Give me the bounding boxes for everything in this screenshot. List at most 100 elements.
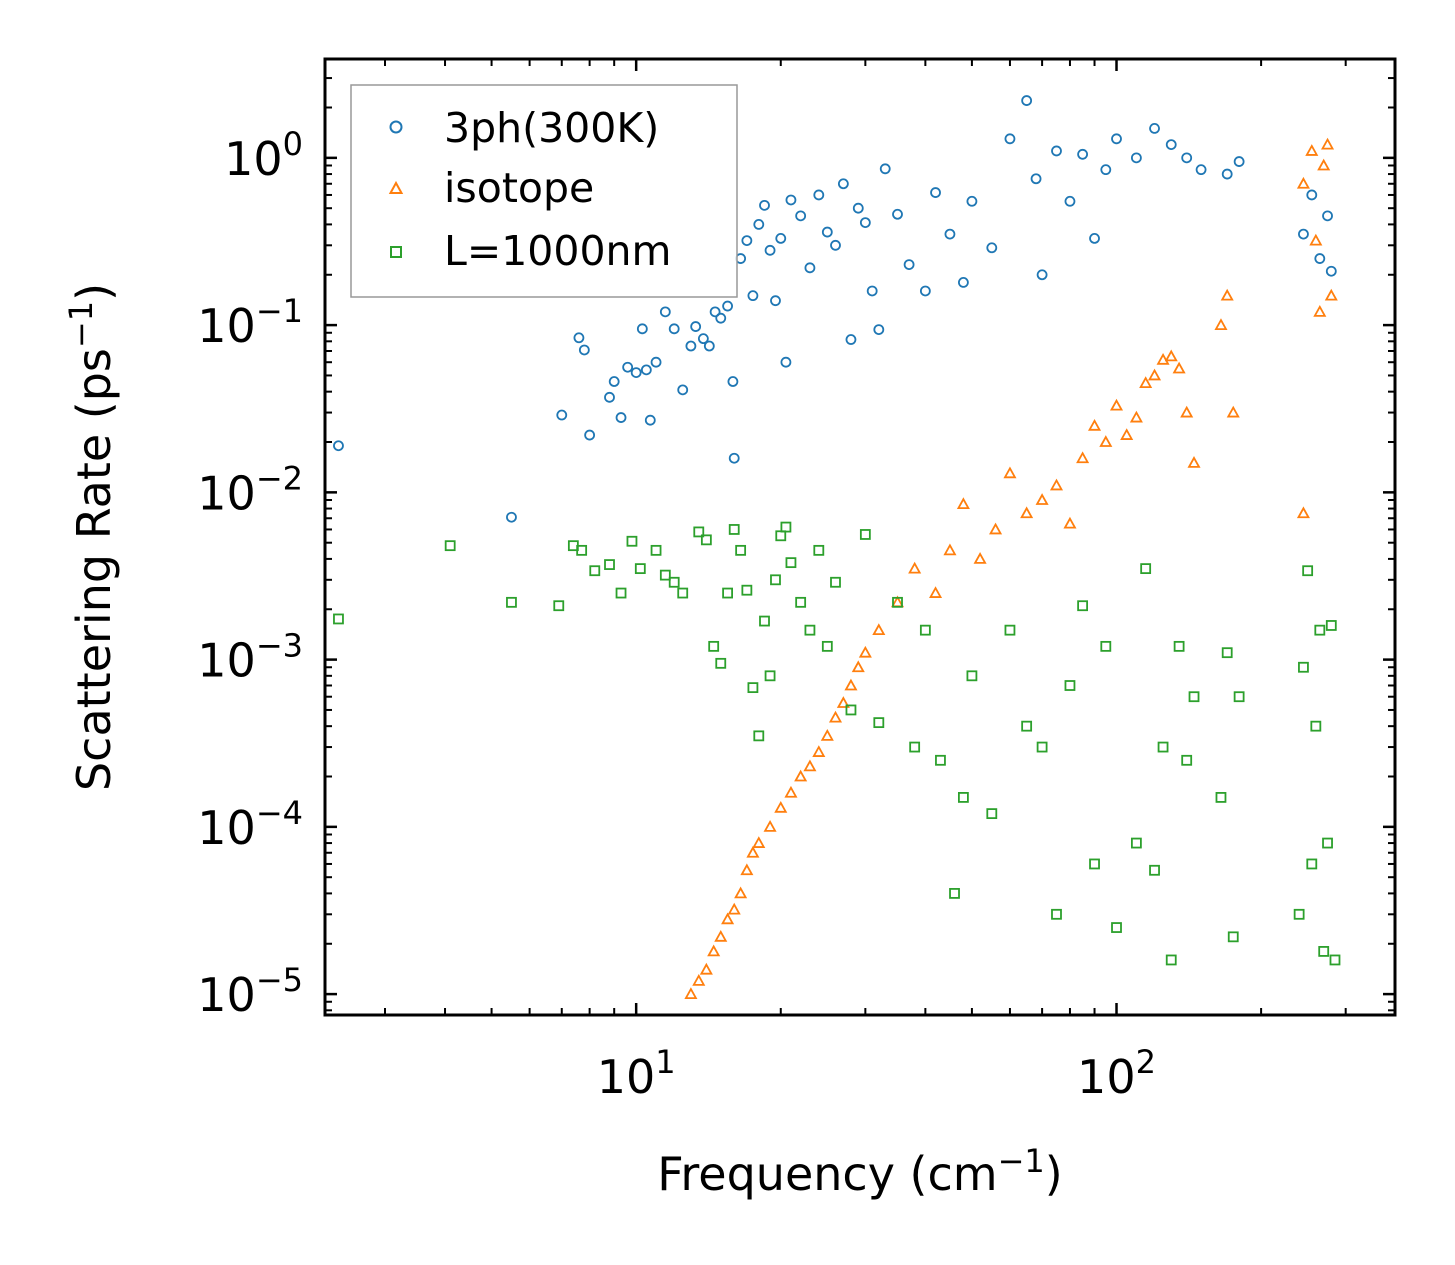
data-point <box>957 277 969 288</box>
data-point <box>873 717 885 729</box>
data-point <box>1111 922 1122 933</box>
data-point <box>1109 398 1124 411</box>
data-point <box>677 384 689 396</box>
data-point <box>1051 908 1062 920</box>
plot-frame <box>323 57 1397 1017</box>
data-point <box>775 232 787 244</box>
data-point <box>1310 720 1322 732</box>
data-point <box>1188 691 1200 703</box>
series-0 <box>333 95 1337 523</box>
data-point <box>735 544 747 556</box>
data-point <box>837 178 849 190</box>
data-point <box>812 745 826 757</box>
data-point <box>573 332 585 344</box>
x-tick-label: 102 <box>1077 1043 1156 1104</box>
data-point <box>785 194 797 206</box>
data-point <box>1314 624 1326 636</box>
data-point <box>1298 228 1309 240</box>
data-point <box>930 187 941 198</box>
data-point <box>1088 418 1102 431</box>
data-point <box>1214 318 1228 331</box>
y-tick-label: 10−5 <box>197 961 303 1022</box>
y-tick-label: 10−3 <box>197 627 303 688</box>
data-point <box>622 361 634 373</box>
data-point <box>1220 288 1234 301</box>
data-point <box>1325 265 1337 277</box>
data-point <box>1036 269 1048 281</box>
data-point <box>709 306 721 318</box>
data-point <box>966 195 978 207</box>
data-point <box>1324 288 1338 301</box>
data-point <box>1099 435 1113 447</box>
data-point <box>1309 233 1323 246</box>
data-point <box>1021 720 1033 732</box>
data-point <box>828 710 843 723</box>
data-point <box>1302 565 1314 577</box>
data-point <box>986 808 998 820</box>
data-point <box>892 596 903 608</box>
data-point <box>873 324 885 335</box>
data-point <box>668 576 680 588</box>
data-point <box>1321 137 1335 150</box>
data-point <box>1100 164 1112 176</box>
data-point <box>333 613 344 625</box>
data-point <box>1317 158 1331 171</box>
data-point <box>1089 232 1100 244</box>
data-point <box>780 356 792 368</box>
data-point <box>821 640 833 652</box>
data-point <box>803 759 817 772</box>
data-point <box>795 596 807 608</box>
data-point <box>692 974 706 986</box>
data-point <box>759 199 770 211</box>
data-point <box>764 244 776 256</box>
data-point <box>1195 164 1207 176</box>
data-point <box>1325 620 1337 631</box>
data-point <box>604 559 615 570</box>
data-point <box>1064 195 1076 207</box>
data-point <box>615 587 627 599</box>
data-point <box>1021 95 1033 106</box>
legend-marker-isotope <box>388 180 404 194</box>
data-point <box>693 526 705 538</box>
data-point <box>830 576 841 588</box>
data-point <box>1226 405 1240 418</box>
data-point <box>909 741 921 753</box>
data-point <box>699 962 713 975</box>
data-point <box>1165 954 1177 966</box>
x-tick-label: 101 <box>597 1043 676 1104</box>
data-point <box>852 202 864 214</box>
data-point <box>721 912 735 925</box>
data-point <box>966 670 978 682</box>
data-point <box>1318 946 1330 957</box>
data-point <box>795 210 807 222</box>
data-point <box>1130 837 1142 849</box>
data-point <box>636 323 648 335</box>
data-point <box>668 323 680 335</box>
data-point <box>584 429 596 441</box>
data-point <box>943 543 957 556</box>
data-point <box>1035 493 1049 505</box>
data-point <box>1077 148 1089 160</box>
data-point <box>949 888 960 899</box>
data-point <box>859 217 871 229</box>
data-point <box>734 886 748 899</box>
data-point <box>722 300 733 312</box>
data-point <box>1100 640 1112 652</box>
data-point <box>444 540 456 552</box>
data-point <box>747 682 759 694</box>
data-point <box>1180 405 1194 418</box>
y-axis-title-exponent: −1 <box>62 301 100 348</box>
data-point <box>741 235 753 247</box>
data-point <box>728 452 740 464</box>
data-point <box>1305 144 1319 156</box>
data-point <box>935 754 946 766</box>
data-point <box>845 704 857 716</box>
data-point <box>830 239 841 251</box>
data-point <box>903 259 915 271</box>
data-point <box>763 820 777 832</box>
data-point <box>908 561 922 574</box>
data-point <box>634 563 646 575</box>
x-axis-title-end: ) <box>1045 1147 1063 1201</box>
x-axis-title: Frequency (cm−1) <box>657 1142 1062 1201</box>
data-point <box>989 522 1003 535</box>
